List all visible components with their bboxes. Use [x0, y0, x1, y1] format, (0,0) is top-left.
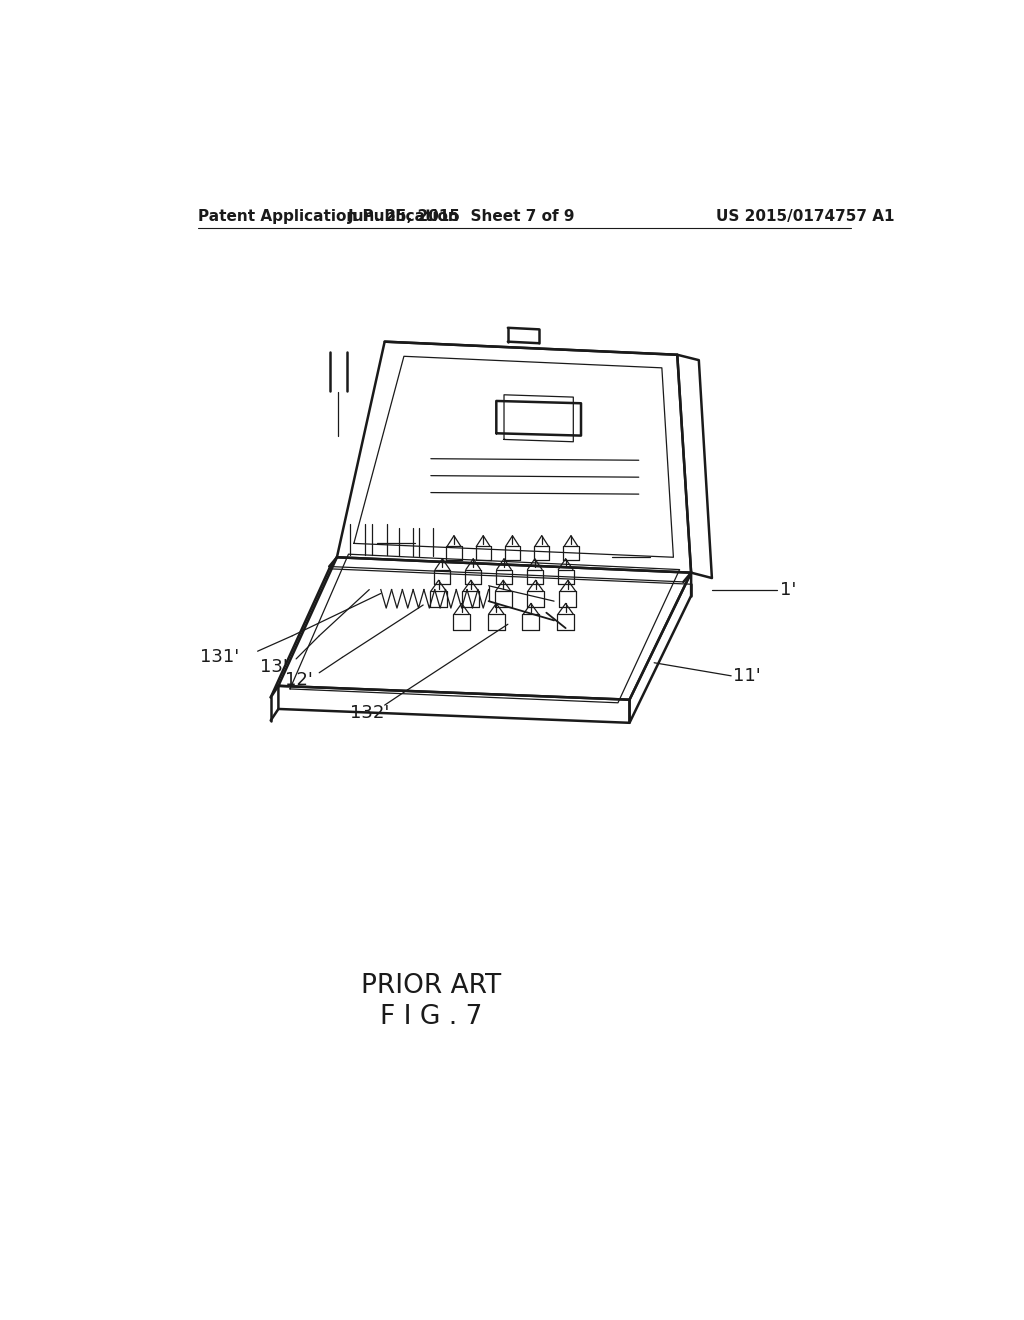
Text: 11': 11' [733, 667, 761, 685]
Text: PRIOR ART: PRIOR ART [360, 973, 501, 999]
Text: 132': 132' [350, 704, 389, 722]
Text: US 2015/0174757 A1: US 2015/0174757 A1 [716, 209, 894, 223]
Text: 12': 12' [285, 672, 312, 689]
Text: F I G . 7: F I G . 7 [380, 1005, 482, 1030]
Text: Patent Application Publication: Patent Application Publication [199, 209, 459, 223]
Text: 1': 1' [779, 581, 796, 598]
Text: 13': 13' [260, 657, 288, 676]
Text: Jun. 25, 2015  Sheet 7 of 9: Jun. 25, 2015 Sheet 7 of 9 [348, 209, 575, 223]
Text: 131': 131' [200, 648, 240, 667]
